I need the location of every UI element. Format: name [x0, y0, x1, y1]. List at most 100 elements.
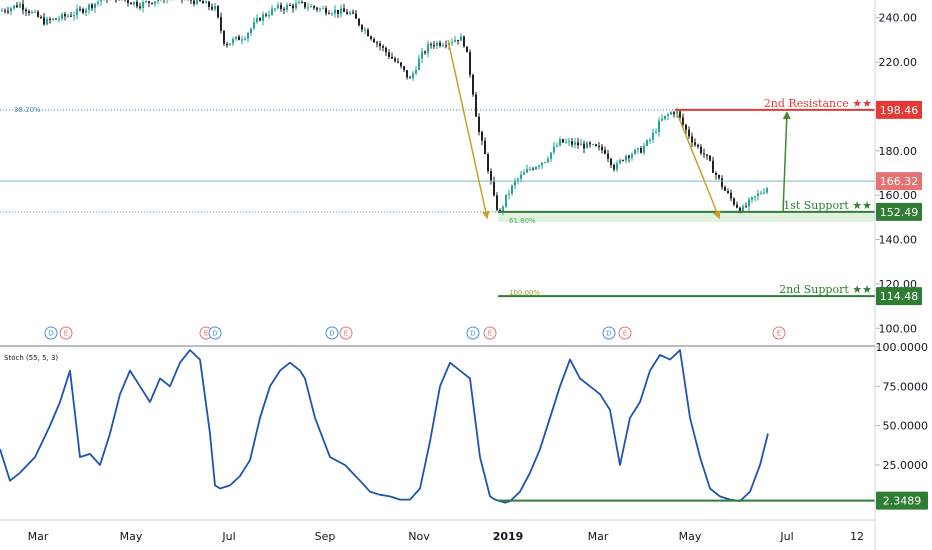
candle-body — [313, 6, 315, 8]
candle-body — [241, 39, 243, 41]
candle-body — [343, 8, 345, 12]
candle-body — [751, 197, 753, 200]
event-marker-letter: D — [212, 330, 217, 338]
candle-body — [79, 8, 81, 10]
candle-body — [610, 158, 612, 165]
candle-body — [646, 140, 648, 146]
candle-body — [511, 185, 513, 194]
candle-body — [214, 5, 216, 10]
stoch-support-tag-label: 2.3489 — [883, 495, 922, 508]
down-arrow-2 — [676, 112, 721, 220]
candle-body — [298, 2, 300, 4]
candle-body — [412, 73, 414, 79]
candle-body — [757, 193, 759, 197]
candle-body — [604, 150, 606, 154]
down-arrow-1 — [447, 39, 490, 220]
candle-body — [592, 144, 594, 146]
stochastic-pane[interactable]: Stoch (55, 5, 3) — [0, 349, 875, 504]
dividend-marker — [208, 326, 222, 340]
event-marker-letter: E — [64, 330, 68, 338]
candle-body — [736, 204, 738, 208]
candle-body — [613, 164, 615, 170]
candle-body — [541, 162, 543, 166]
time-axis[interactable]: Mar May Jul Sep Nov 2019 Mar May Jul 12 — [28, 530, 864, 543]
stoch-tick-label: 75.0000 — [883, 380, 929, 393]
candle-body — [631, 154, 633, 158]
candle-body — [328, 13, 330, 15]
support-zone — [498, 211, 875, 222]
price-tick-label: 180.00 — [879, 145, 918, 158]
candle-body — [364, 29, 366, 31]
candle-body — [766, 188, 768, 193]
candle-body — [259, 18, 261, 21]
candle-body — [532, 168, 534, 170]
candle-body — [763, 192, 765, 194]
candle-body — [310, 6, 312, 8]
candle-body — [400, 62, 402, 67]
candle-body — [22, 4, 24, 10]
candle-body — [247, 33, 249, 39]
event-marker-letter: E — [204, 330, 208, 338]
trend-arrows — [447, 39, 791, 220]
candle-body — [211, 6, 213, 10]
candle-body — [37, 11, 39, 17]
candle-body — [340, 8, 342, 14]
stochastic-axis[interactable]: 100.0000 75.0000 50.0000 25.0000 2.3489 — [875, 341, 928, 510]
candle-body — [625, 155, 627, 161]
candle-body — [406, 70, 408, 78]
candle-body — [478, 116, 480, 132]
stoch-support-tag — [876, 491, 928, 510]
candle-body — [463, 36, 465, 47]
candle-body — [370, 36, 372, 40]
candle-body — [64, 13, 66, 17]
candle-body — [673, 112, 675, 115]
candle-body — [496, 195, 498, 210]
candle-body — [520, 174, 522, 179]
candle-body — [739, 207, 741, 213]
candle-body — [601, 146, 603, 151]
candle-body — [760, 193, 762, 195]
fib-100-label: 100.00% — [509, 289, 540, 297]
candle-body — [73, 15, 75, 17]
candle-body — [619, 160, 621, 164]
support-2-tag-label: 114.48 — [880, 290, 919, 303]
price-axis[interactable]: 240.00220.00200.00180.00160.00140.00120.… — [875, 12, 922, 336]
candle-body — [598, 146, 600, 148]
candle-body — [664, 115, 666, 119]
candle-body — [700, 146, 702, 154]
earnings-marker — [618, 326, 632, 340]
candle-body — [574, 142, 576, 145]
price-tick-label: 220.00 — [879, 56, 918, 69]
last-price-tag-label: 166.32 — [880, 175, 919, 188]
candle-body — [325, 8, 327, 14]
candle-body — [157, 0, 159, 2]
support-1-label: 1st Support ★★ — [783, 199, 872, 212]
event-marker-letter: D — [329, 330, 334, 338]
candle-body — [514, 180, 516, 186]
candle-body — [208, 1, 210, 7]
time-tick-label: 12 — [850, 530, 864, 543]
candle-body — [706, 154, 708, 156]
candle-body — [577, 142, 579, 146]
candle-body — [88, 4, 90, 10]
candle-body — [379, 43, 381, 47]
candle-body — [319, 8, 321, 10]
candle-body — [472, 74, 474, 95]
candle-body — [268, 14, 270, 16]
candle-body — [484, 140, 486, 155]
price-candles[interactable] — [1, 0, 768, 216]
candle-body — [226, 43, 228, 46]
candle-body — [418, 58, 420, 70]
time-tick-label: Nov — [408, 530, 430, 543]
candle-body — [556, 145, 558, 147]
candle-body — [709, 155, 711, 161]
candle-body — [346, 11, 348, 15]
resistance-2-tag-label: 198.46 — [880, 104, 919, 117]
candle-body — [97, 1, 99, 4]
resistance-2-tag — [876, 100, 922, 119]
candle-body — [385, 47, 387, 53]
candle-body — [487, 154, 489, 172]
candle-body — [607, 153, 609, 159]
